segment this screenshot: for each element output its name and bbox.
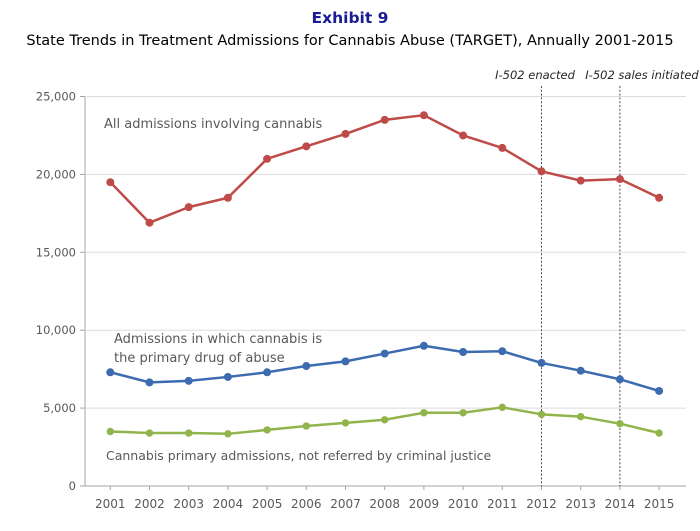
data-point	[341, 419, 350, 427]
series-label-not-criminal-justice: Cannabis primary admissions, not referre…	[106, 448, 492, 463]
x-tick-label: 2004	[213, 497, 244, 511]
y-tick-label: 15,000	[36, 245, 76, 259]
data-point	[302, 422, 310, 430]
data-point	[341, 129, 350, 138]
data-point	[576, 366, 585, 375]
y-tick-label: 20,000	[36, 167, 76, 181]
data-point	[381, 416, 389, 424]
data-point	[419, 341, 428, 350]
data-point	[106, 178, 115, 187]
data-point	[459, 131, 468, 140]
data-point	[498, 403, 506, 412]
x-tick-label: 2007	[330, 497, 361, 511]
data-point	[615, 175, 624, 184]
data-point	[576, 176, 585, 185]
data-point	[498, 143, 507, 152]
data-point	[459, 348, 468, 357]
x-tick-label: 2013	[565, 497, 596, 511]
data-point	[302, 362, 311, 371]
data-point	[184, 376, 193, 385]
data-point	[577, 412, 585, 421]
x-tick-label: 2002	[134, 497, 165, 511]
x-tick-label: 2009	[409, 497, 440, 511]
x-tick-label: 2010	[448, 497, 479, 511]
data-point	[537, 410, 546, 419]
data-point	[498, 347, 507, 356]
data-point	[459, 409, 467, 417]
data-point	[263, 368, 272, 377]
data-point	[419, 111, 428, 120]
y-tick-label: 25,000	[36, 90, 76, 104]
x-tick-label: 2014	[605, 497, 636, 511]
y-tick-label: 0	[69, 479, 76, 493]
x-tick-label: 2003	[173, 497, 204, 511]
data-point	[380, 349, 389, 358]
series-label-primary-drug: Admissions in which cannabis is the prim…	[114, 332, 323, 366]
data-point	[224, 430, 232, 438]
x-tick-label: 2011	[487, 497, 518, 511]
series-label-all-admissions: All admissions involving cannabis	[104, 117, 323, 132]
data-point	[106, 368, 115, 377]
data-point	[380, 115, 389, 124]
chart-subtitle: State Trends in Treatment Admissions for…	[26, 33, 674, 49]
x-tick-label: 2012	[526, 497, 557, 511]
data-point	[263, 426, 271, 434]
data-point	[655, 193, 664, 202]
data-point	[655, 429, 663, 437]
data-point	[263, 154, 272, 163]
annotation-i502-sales-initiated: I-502 sales initiated	[585, 68, 699, 82]
data-point	[655, 386, 664, 395]
data-point	[537, 358, 546, 367]
y-tick-label: 5,000	[43, 401, 76, 415]
data-point	[145, 218, 154, 227]
x-tick-label: 2008	[369, 497, 400, 511]
data-point	[615, 375, 624, 384]
data-point	[420, 409, 428, 417]
data-point	[302, 142, 311, 151]
data-point	[106, 427, 115, 436]
x-tick-label: 2001	[95, 497, 126, 511]
x-tick-label: 2006	[291, 497, 322, 511]
data-point	[145, 429, 154, 437]
data-point	[223, 372, 232, 381]
x-tick-label: 2015	[644, 497, 675, 511]
chart-title: Exhibit 9	[311, 9, 389, 27]
data-point	[184, 203, 193, 212]
data-point	[145, 378, 154, 387]
data-point	[185, 429, 193, 437]
annotation-i502-enacted: I-502 enacted	[495, 68, 575, 82]
data-point	[537, 167, 546, 176]
x-tick-label: 2005	[252, 497, 283, 511]
y-tick-label: 10,000	[36, 323, 76, 337]
data-point	[341, 357, 350, 366]
data-point	[616, 419, 624, 428]
data-point	[223, 193, 232, 202]
